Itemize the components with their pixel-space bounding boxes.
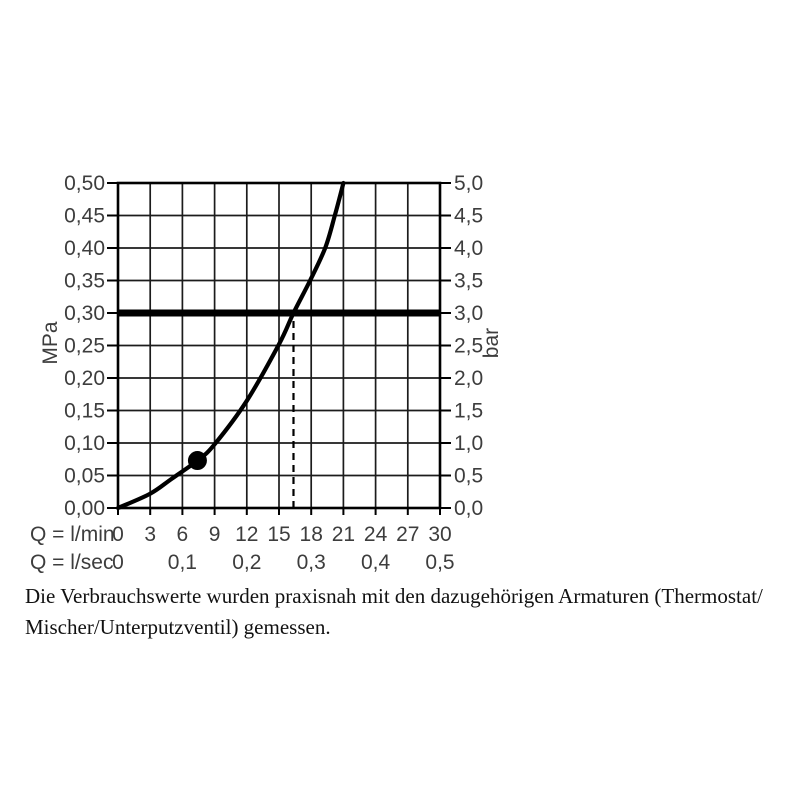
y-left-tick-label: 0,30 [64, 302, 105, 325]
curve-marker-dot [187, 451, 207, 471]
y-right-tick-label: 4,5 [454, 205, 483, 228]
y-right-tick-label: 0,5 [454, 465, 483, 488]
y-left-tick-label: 0,35 [64, 270, 105, 293]
flow-curve [115, 180, 346, 511]
x-lmin-tick-label: 0 [112, 523, 124, 546]
x-axis-label-lsec: Q = l/sec [30, 551, 113, 574]
y-left-tick-label: 0,10 [64, 432, 105, 455]
y-left-axis-unit: MPa [39, 321, 62, 365]
x-lmin-tick-label: 15 [267, 523, 290, 546]
y-left-tick-label: 0,25 [64, 335, 105, 358]
x-lsec-tick-label: 0,4 [361, 551, 391, 574]
x-lmin-tick-label: 24 [364, 523, 388, 546]
y-right-axis-unit: bar [480, 328, 503, 358]
y-left-tick-label: 0,20 [64, 367, 105, 390]
x-lmin-tick-label: 30 [428, 523, 451, 546]
caption-line-1: Die Verbrauchswerte wurden praxisnah mit… [25, 584, 763, 608]
y-left-tick-label: 0,45 [64, 205, 105, 228]
y-right-tick-label: 4,0 [454, 237, 483, 260]
x-lmin-tick-label: 3 [144, 523, 156, 546]
y-right-tick-label: 3,0 [454, 302, 483, 325]
y-left-tick-label: 0,15 [64, 400, 105, 423]
x-lsec-tick-label: 0,3 [297, 551, 326, 574]
x-lmin-tick-label: 21 [332, 523, 355, 546]
x-axis-label-lmin: Q = l/min [30, 523, 115, 546]
x-lmin-tick-label: 9 [209, 523, 221, 546]
y-right-tick-label: 1,0 [454, 432, 483, 455]
y-right-tick-label: 0,0 [454, 497, 483, 520]
x-lmin-tick-label: 18 [300, 523, 323, 546]
y-left-tick-label: 0,00 [64, 497, 105, 520]
y-left-tick-label: 0,50 [64, 172, 105, 195]
y-right-tick-label: 2,0 [454, 367, 483, 390]
y-right-tick-label: 3,5 [454, 270, 483, 293]
y-left-tick-label: 0,40 [64, 237, 105, 260]
x-lsec-tick-label: 0,1 [168, 551, 197, 574]
chart-caption: Die Verbrauchswerte wurden praxisnah mit… [25, 581, 770, 643]
x-lsec-tick-label: 0,2 [232, 551, 261, 574]
y-right-tick-label: 1,5 [454, 400, 483, 423]
y-right-tick-label: 5,0 [454, 172, 483, 195]
x-lsec-tick-label: 0 [112, 551, 124, 574]
x-lsec-tick-label: 0,5 [425, 551, 454, 574]
caption-line-2: Mischer/Unterputzventil) gemessen. [25, 615, 331, 639]
x-lmin-tick-label: 12 [235, 523, 258, 546]
y-left-tick-label: 0,05 [64, 465, 105, 488]
x-lmin-tick-label: 27 [396, 523, 419, 546]
pressure-flow-chart: 0,000,050,100,150,200,250,300,350,400,45… [30, 172, 503, 574]
y-right-tick-label: 2,5 [454, 335, 483, 358]
x-lmin-tick-label: 6 [177, 523, 189, 546]
